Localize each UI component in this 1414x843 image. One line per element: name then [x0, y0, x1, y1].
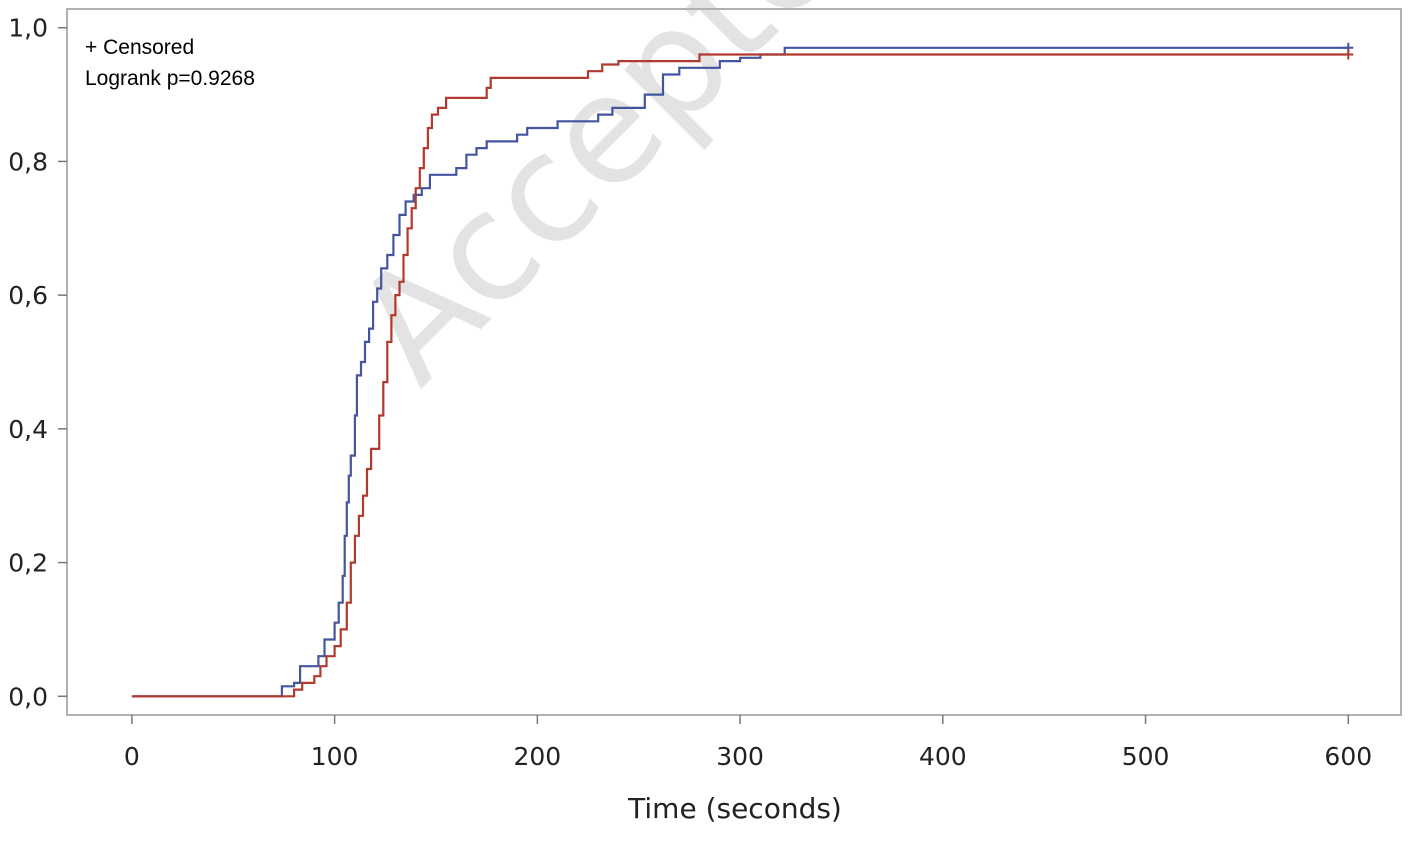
x-tick-label: 500 — [1122, 742, 1170, 771]
x-tick-label: 100 — [311, 742, 359, 771]
legend-censored: + Censored — [85, 36, 194, 59]
series-line-2 — [131, 53, 1349, 698]
x-tick-label: 400 — [919, 742, 967, 771]
x-axis-title: Time (seconds) — [627, 792, 842, 825]
logrank-annotation: Logrank p=0.9268 — [85, 67, 255, 90]
x-axis: 0 100 200 300 400 500 600 — [124, 715, 1372, 771]
series-layer — [131, 42, 1354, 698]
censored-marker — [1343, 49, 1354, 60]
x-tick-label: 600 — [1324, 742, 1372, 771]
x-tick-label: 0 — [124, 742, 140, 771]
y-tick-label: 0,6 — [8, 281, 48, 310]
plot-frame — [66, 8, 1402, 716]
y-tick-label: 0,2 — [8, 549, 48, 578]
x-tick-label: 300 — [716, 742, 764, 771]
series-line-1 — [131, 46, 1349, 698]
x-tick-label: 200 — [513, 742, 561, 771]
y-axis: 0,0 0,2 0,4 0,6 0,8 1,0 — [8, 14, 67, 711]
y-tick-label: 1,0 — [8, 14, 48, 43]
y-tick-label: 0,0 — [8, 682, 48, 711]
y-tick-label: 0,4 — [8, 415, 48, 444]
y-tick-label: 0,8 — [8, 147, 48, 176]
